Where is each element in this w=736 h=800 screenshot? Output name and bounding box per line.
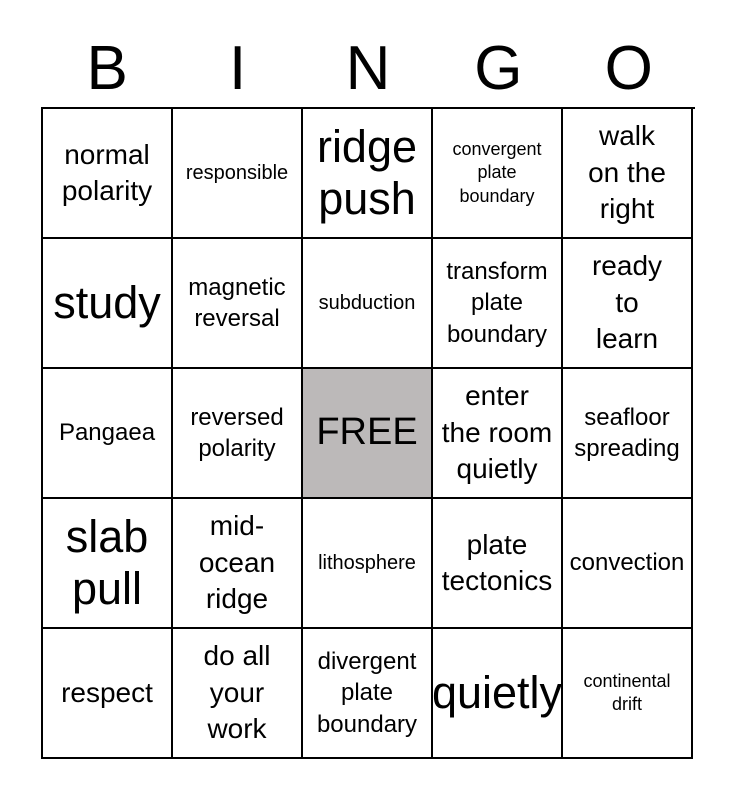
- bingo-cell-r4c1[interactable]: slab pull: [43, 499, 173, 629]
- bingo-cell-r4c3[interactable]: lithosphere: [303, 499, 433, 629]
- bingo-cell-r2c2[interactable]: magnetic reversal: [173, 239, 303, 369]
- bingo-cell-r1c5[interactable]: walk on the right: [563, 109, 693, 239]
- bingo-cell-r5c1[interactable]: respect: [43, 629, 173, 759]
- bingo-cell-r1c2[interactable]: responsible: [173, 109, 303, 239]
- bingo-title: B I N G O: [42, 36, 694, 102]
- bingo-title-letter-o: O: [604, 34, 653, 103]
- bingo-cell-r2c3[interactable]: subduction: [303, 239, 433, 369]
- bingo-grid: normal polarity responsible ridge push conv…: [41, 107, 695, 759]
- bingo-cell-r3c1[interactable]: Pangaea: [43, 369, 173, 499]
- bingo-cell-r5c3[interactable]: divergent plate boundary: [303, 629, 433, 759]
- bingo-cell-r4c2[interactable]: mid- ocean ridge: [173, 499, 303, 629]
- bingo-cell-r2c5[interactable]: ready to learn: [563, 239, 693, 369]
- bingo-cell-r2c4[interactable]: transform plate boundary: [433, 239, 563, 369]
- bingo-cell-r4c4[interactable]: plate tectonics: [433, 499, 563, 629]
- bingo-title-letter-b: B: [86, 34, 128, 103]
- bingo-cell-r3c5[interactable]: seafloor spreading: [563, 369, 693, 499]
- bingo-title-letter-n: N: [345, 34, 391, 103]
- bingo-title-letter-i: I: [228, 34, 247, 103]
- free-space-cell[interactable]: FREE: [303, 369, 433, 499]
- bingo-cell-r1c3[interactable]: ridge push: [303, 109, 433, 239]
- bingo-cell-r2c1[interactable]: study: [43, 239, 173, 369]
- bingo-cell-r3c4[interactable]: enter the room quietly: [433, 369, 563, 499]
- bingo-cell-r5c5[interactable]: continental drift: [563, 629, 693, 759]
- bingo-cell-r5c2[interactable]: do all your work: [173, 629, 303, 759]
- bingo-title-letter-g: G: [474, 34, 523, 103]
- bingo-cell-r4c5[interactable]: convection: [563, 499, 693, 629]
- bingo-cell-r3c2[interactable]: reversed polarity: [173, 369, 303, 499]
- bingo-cell-r1c1[interactable]: normal polarity: [43, 109, 173, 239]
- bingo-cell-r5c4[interactable]: quietly: [433, 629, 563, 759]
- bingo-cell-r1c4[interactable]: convergent plate boundary: [433, 109, 563, 239]
